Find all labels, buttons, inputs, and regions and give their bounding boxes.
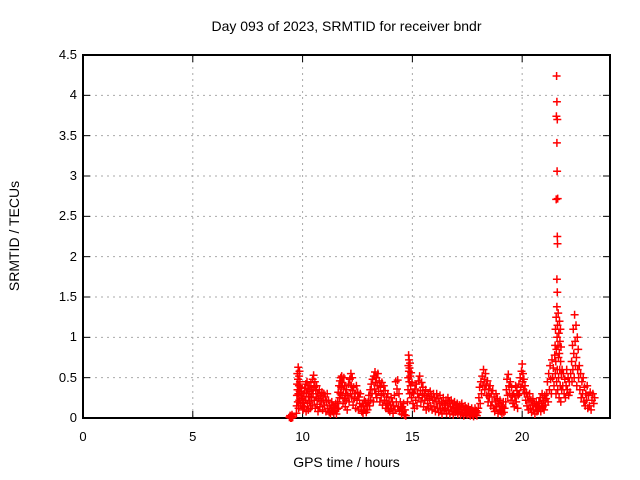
x-tick-label: 5 — [189, 429, 197, 444]
plot-border-and-ticks — [82, 54, 611, 419]
y-tick-label: 4.5 — [58, 47, 77, 62]
x-axis-label: GPS time / hours — [293, 454, 400, 470]
x-tick-label: 0 — [79, 429, 87, 444]
y-tick-label: 1 — [69, 329, 77, 345]
chart-title: Day 093 of 2023, SRMTID for receiver bnd… — [211, 18, 482, 34]
y-tick-label: 1.5 — [58, 289, 77, 304]
y-tick-label: 3.5 — [58, 127, 77, 143]
y-tick-label: 4 — [69, 87, 77, 103]
y-tick-label: 3 — [69, 168, 77, 183]
y-tick-label: 2.5 — [58, 208, 77, 224]
x-tick-label: 10 — [295, 429, 310, 444]
y-tick-label: 0 — [69, 410, 77, 425]
y-tick-label: 0.5 — [58, 369, 77, 385]
data-points — [285, 72, 599, 422]
x-tick-label: 20 — [514, 429, 530, 444]
grid-lines — [83, 55, 610, 418]
x-tick-label: 15 — [405, 429, 420, 444]
y-tick-label: 2 — [69, 248, 77, 264]
